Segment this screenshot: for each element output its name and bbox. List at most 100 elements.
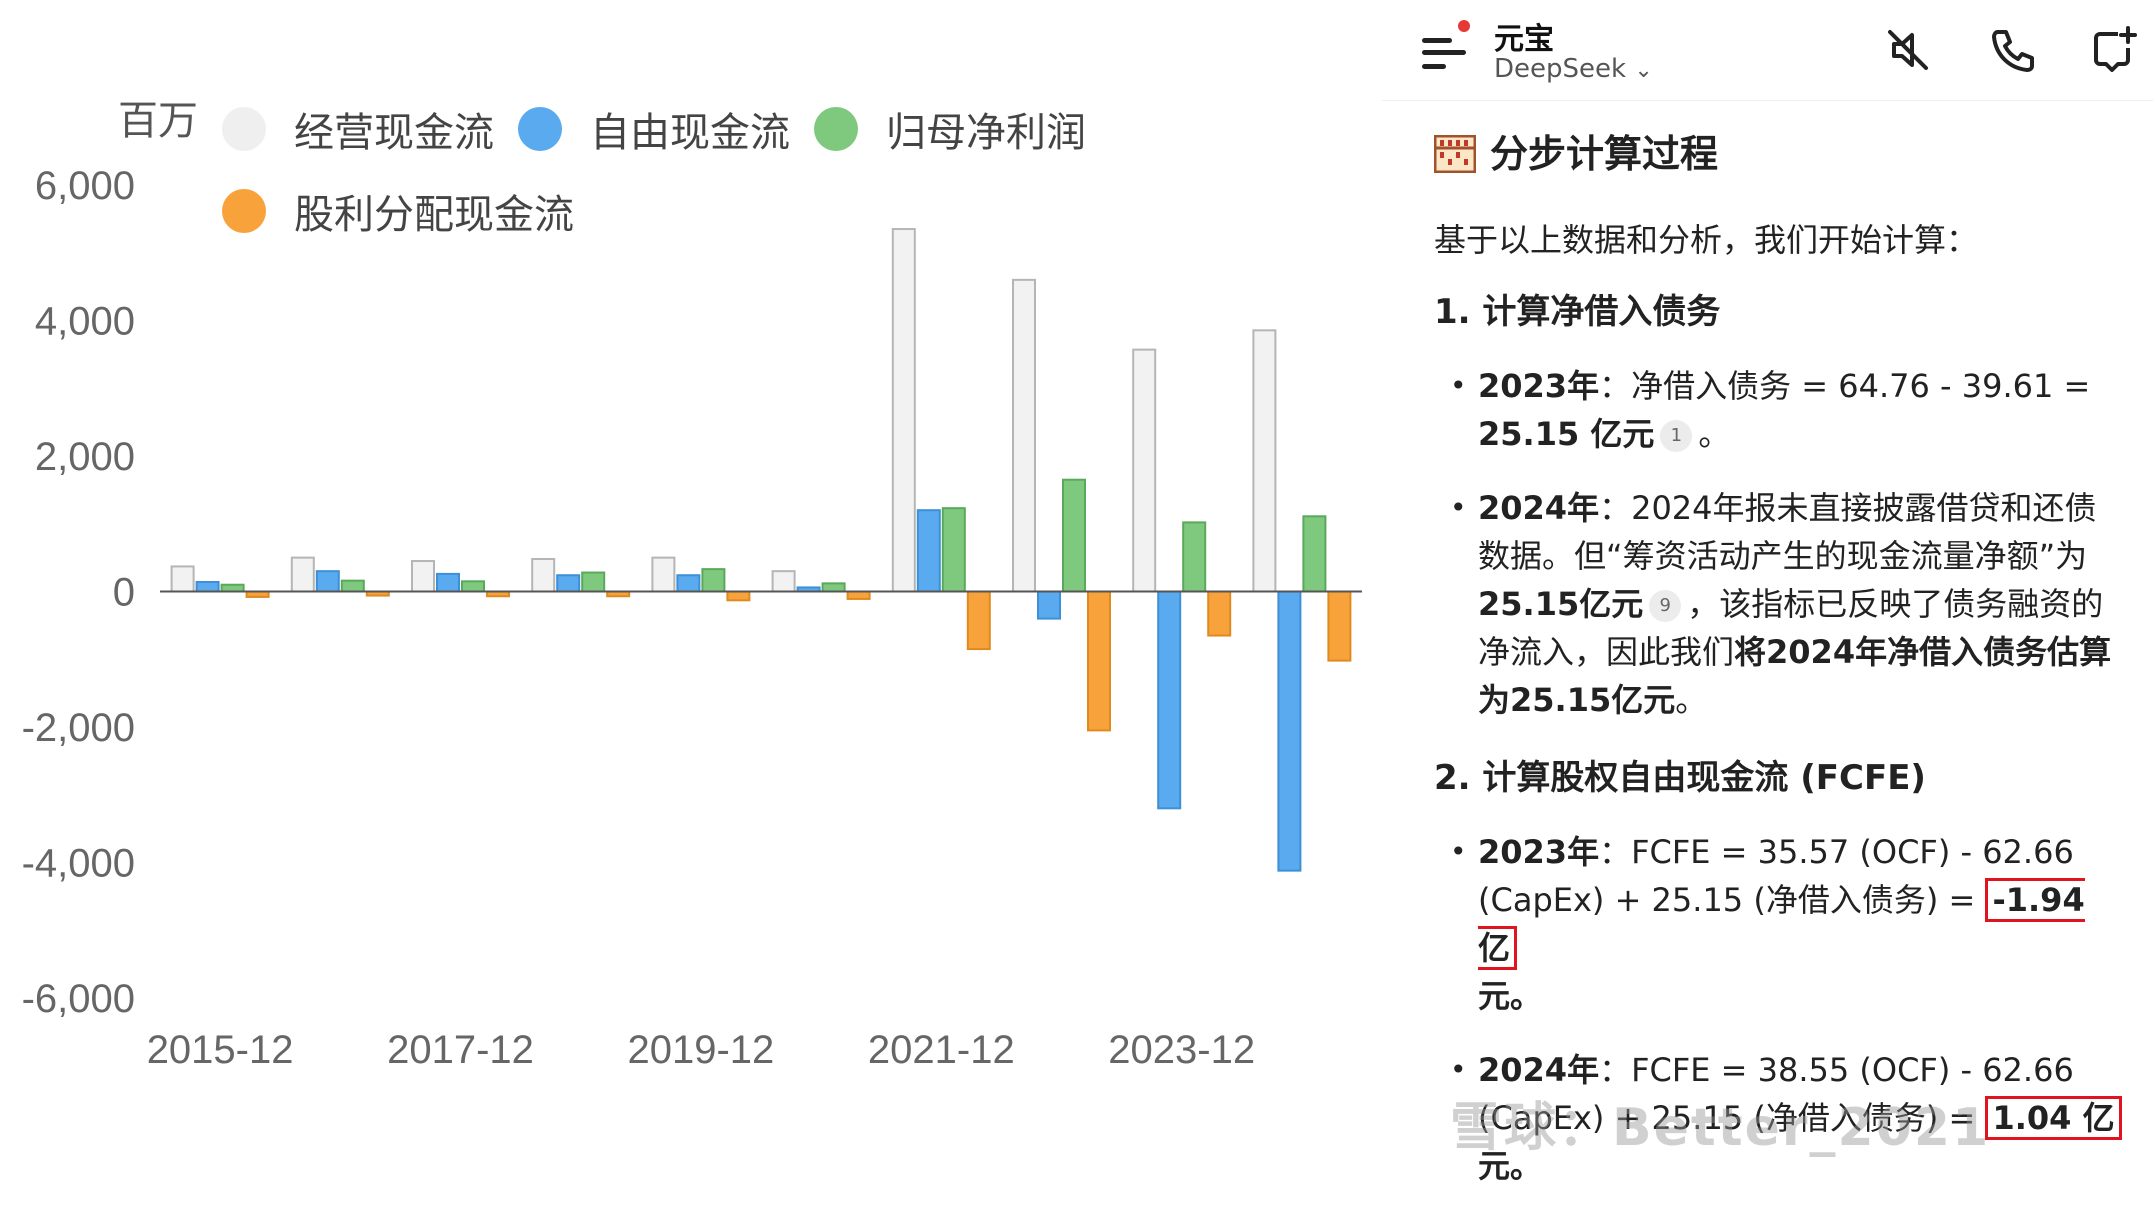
bar-2022-12-series-3[interactable] [1087, 590, 1111, 732]
legend-item-operating-cf[interactable]: 经营现金流 [222, 100, 494, 158]
new-chat-icon[interactable] [2088, 24, 2140, 76]
section1-title: 1. 计算净借入债务 [1434, 292, 1721, 332]
bar-2018-12-series-0[interactable] [531, 557, 556, 593]
y-tick-label: 6,000 [35, 164, 135, 208]
bar-2021-12-series-2[interactable] [941, 507, 966, 593]
punctuation: 。 [1698, 415, 1731, 453]
y-tick-label: -4,000 [22, 842, 135, 886]
bar-2023-12-series-2[interactable] [1182, 521, 1207, 593]
bar-2016-12-series-0[interactable] [290, 556, 315, 593]
bullet-text: ，该指标已反映了债务融资的净流入，因此我们 [1478, 585, 2104, 671]
bar-2019-12-series-2[interactable] [701, 568, 726, 593]
bar-2022-12-series-2[interactable] [1062, 478, 1086, 593]
bar-2024-12-series-2[interactable] [1302, 515, 1327, 593]
bar-2017-12-series-0[interactable] [411, 560, 435, 593]
heading-text: 分步计算过程 [1490, 132, 1719, 176]
year-label: 2023年 [1478, 833, 1600, 871]
model-name: DeepSeek [1494, 54, 1627, 84]
result-value: 25.15亿元 [1478, 585, 1644, 623]
bar-2022-12-series-1[interactable] [1037, 590, 1061, 620]
bar-2018-12-series-1[interactable] [556, 574, 581, 593]
unit-text: 元。 [1478, 977, 1543, 1015]
bar-2021-12-series-1[interactable] [916, 509, 941, 593]
legend-swatch [222, 107, 266, 151]
legend-label: 自由现金流 [590, 110, 790, 156]
bullet-text: ：净借入债务 = 64.76 - 39.61 = [1599, 367, 2091, 405]
legend-label: 股利分配现金流 [294, 192, 574, 238]
bar-2017-12-series-1[interactable] [436, 572, 460, 593]
bold-text: 将2024年净借入债务估算为25.15亿元 [1478, 633, 2112, 719]
notification-dot [1458, 20, 1470, 32]
bullet-text: ：FCFE = 38.55 (OCF) - 62.66 (CapEx) + 25… [1478, 1051, 2074, 1137]
bar-chart: 6,000 4,000 2,000 0 -2,000 -4,000 -6,000 2015-1… [22, 164, 1362, 1072]
mute-speaker-icon[interactable] [1882, 24, 1934, 76]
y-unit-label: 百万 [118, 98, 198, 144]
bullet-text: ：2024年报未直接披露借贷和还债数据。但“筹资活动产生的现金流量净额”为 [1478, 489, 2097, 575]
bar-2023-12-series-3[interactable] [1207, 590, 1232, 637]
app-title: 元宝 [1494, 22, 1554, 57]
bar-2023-12-series-0[interactable] [1132, 348, 1157, 593]
bar-2015-12-series-0[interactable] [170, 565, 195, 593]
model-selector[interactable]: DeepSeek ⌄ [1494, 54, 1653, 84]
legend-swatch [518, 107, 562, 151]
legend-item-free-cf[interactable]: 自由现金流 [518, 100, 790, 158]
intro-text: 基于以上数据和分析，我们开始计算： [1434, 221, 1979, 259]
unit-text: 元。 [1478, 1147, 1543, 1185]
bar-2019-12-series-1[interactable] [676, 574, 701, 593]
bar-2024-12-series-0[interactable] [1252, 329, 1277, 593]
bar-2024-12-series-3[interactable] [1327, 590, 1352, 662]
bar-2020-12-series-0[interactable] [771, 570, 796, 593]
message-content: 分步计算过程 基于以上数据和分析，我们开始计算： 1. 计算净借入债务 2023… [1434, 130, 2124, 1216]
bar-2022-12-series-0[interactable] [1012, 278, 1036, 593]
bar-2018-12-series-2[interactable] [581, 571, 606, 593]
bar-2017-12-series-2[interactable] [461, 580, 485, 593]
list-item: 2024年：2024年报未直接披露借贷和还债数据。但“筹资活动产生的现金流量净额… [1434, 484, 2124, 724]
y-tick-label: -2,000 [22, 706, 135, 750]
watermark: 雪球：Better_2021 [1450, 1098, 1991, 1158]
phone-icon[interactable] [1984, 24, 2036, 76]
section-heading: 分步计算过程 [1434, 130, 2124, 178]
year-label: 2024年 [1478, 489, 1600, 527]
bar-2015-12-series-2[interactable] [220, 583, 245, 593]
legend-swatch [222, 189, 266, 233]
bar-2020-12-series-3[interactable] [846, 590, 871, 600]
chat-header: 元宝 DeepSeek ⌄ [1382, 0, 2153, 101]
year-label: 2024年 [1478, 1051, 1600, 1089]
y-tick-label: 2,000 [35, 435, 135, 479]
highlighted-result: 1.04 亿 [1985, 1096, 2122, 1140]
section2-title: 2. 计算股权自由现金流 (FCFE) [1434, 758, 1926, 798]
legend-item-net-profit[interactable]: 归母净利润 [814, 100, 1086, 158]
chat-panel: 元宝 DeepSeek ⌄ 分步 [1382, 0, 2153, 1199]
bar-2016-12-series-1[interactable] [315, 570, 340, 593]
menu-icon[interactable] [1422, 30, 1470, 70]
x-tick-label: 2017-12 [387, 1028, 534, 1072]
bar-2024-12-series-1[interactable] [1277, 590, 1302, 872]
bar-2019-12-series-0[interactable] [651, 556, 676, 593]
bar-2021-12-series-3[interactable] [966, 590, 991, 651]
list-item: 2023年：FCFE = 35.57 (OCF) - 62.66 (CapEx)… [1434, 828, 2124, 1020]
bar-2023-12-series-1[interactable] [1157, 590, 1182, 810]
legend-swatch [814, 107, 858, 151]
citation-badge[interactable]: 1 [1660, 420, 1693, 452]
citation-badge[interactable]: 9 [1649, 590, 1682, 622]
bar-2020-12-series-2[interactable] [821, 582, 846, 593]
bullet-text: ：FCFE = 35.57 (OCF) - 62.66 (CapEx) + 25… [1478, 833, 2074, 919]
x-tick-label: 2019-12 [628, 1028, 775, 1072]
list-item: 2024年：FCFE = 38.55 (OCF) - 62.66 (CapEx)… [1434, 1046, 2124, 1190]
x-tick-label: 2023-12 [1108, 1028, 1255, 1072]
x-tick-label: 2015-12 [147, 1028, 294, 1072]
bar-2016-12-series-2[interactable] [340, 579, 365, 593]
chart-panel: 百万 经营现金流 自由现金流 归母净利润 股利分配现金流 6,000 4,000 2… [22, 98, 1362, 1072]
punctuation: 。 [1675, 681, 1708, 719]
y-tick-label: -6,000 [22, 977, 135, 1021]
bar-2021-12-series-0[interactable] [891, 228, 916, 593]
bar-2015-12-series-1[interactable] [195, 581, 220, 593]
year-label: 2023年 [1478, 367, 1600, 405]
bar-2019-12-series-3[interactable] [726, 590, 751, 602]
y-tick-label: 0 [113, 571, 135, 615]
result-value: 25.15 亿元 [1478, 415, 1655, 453]
legend-label: 归母净利润 [886, 110, 1086, 156]
abacus-icon [1434, 135, 1476, 173]
legend-item-dividend-cf[interactable]: 股利分配现金流 [222, 182, 574, 240]
y-tick-label: 4,000 [35, 300, 135, 344]
